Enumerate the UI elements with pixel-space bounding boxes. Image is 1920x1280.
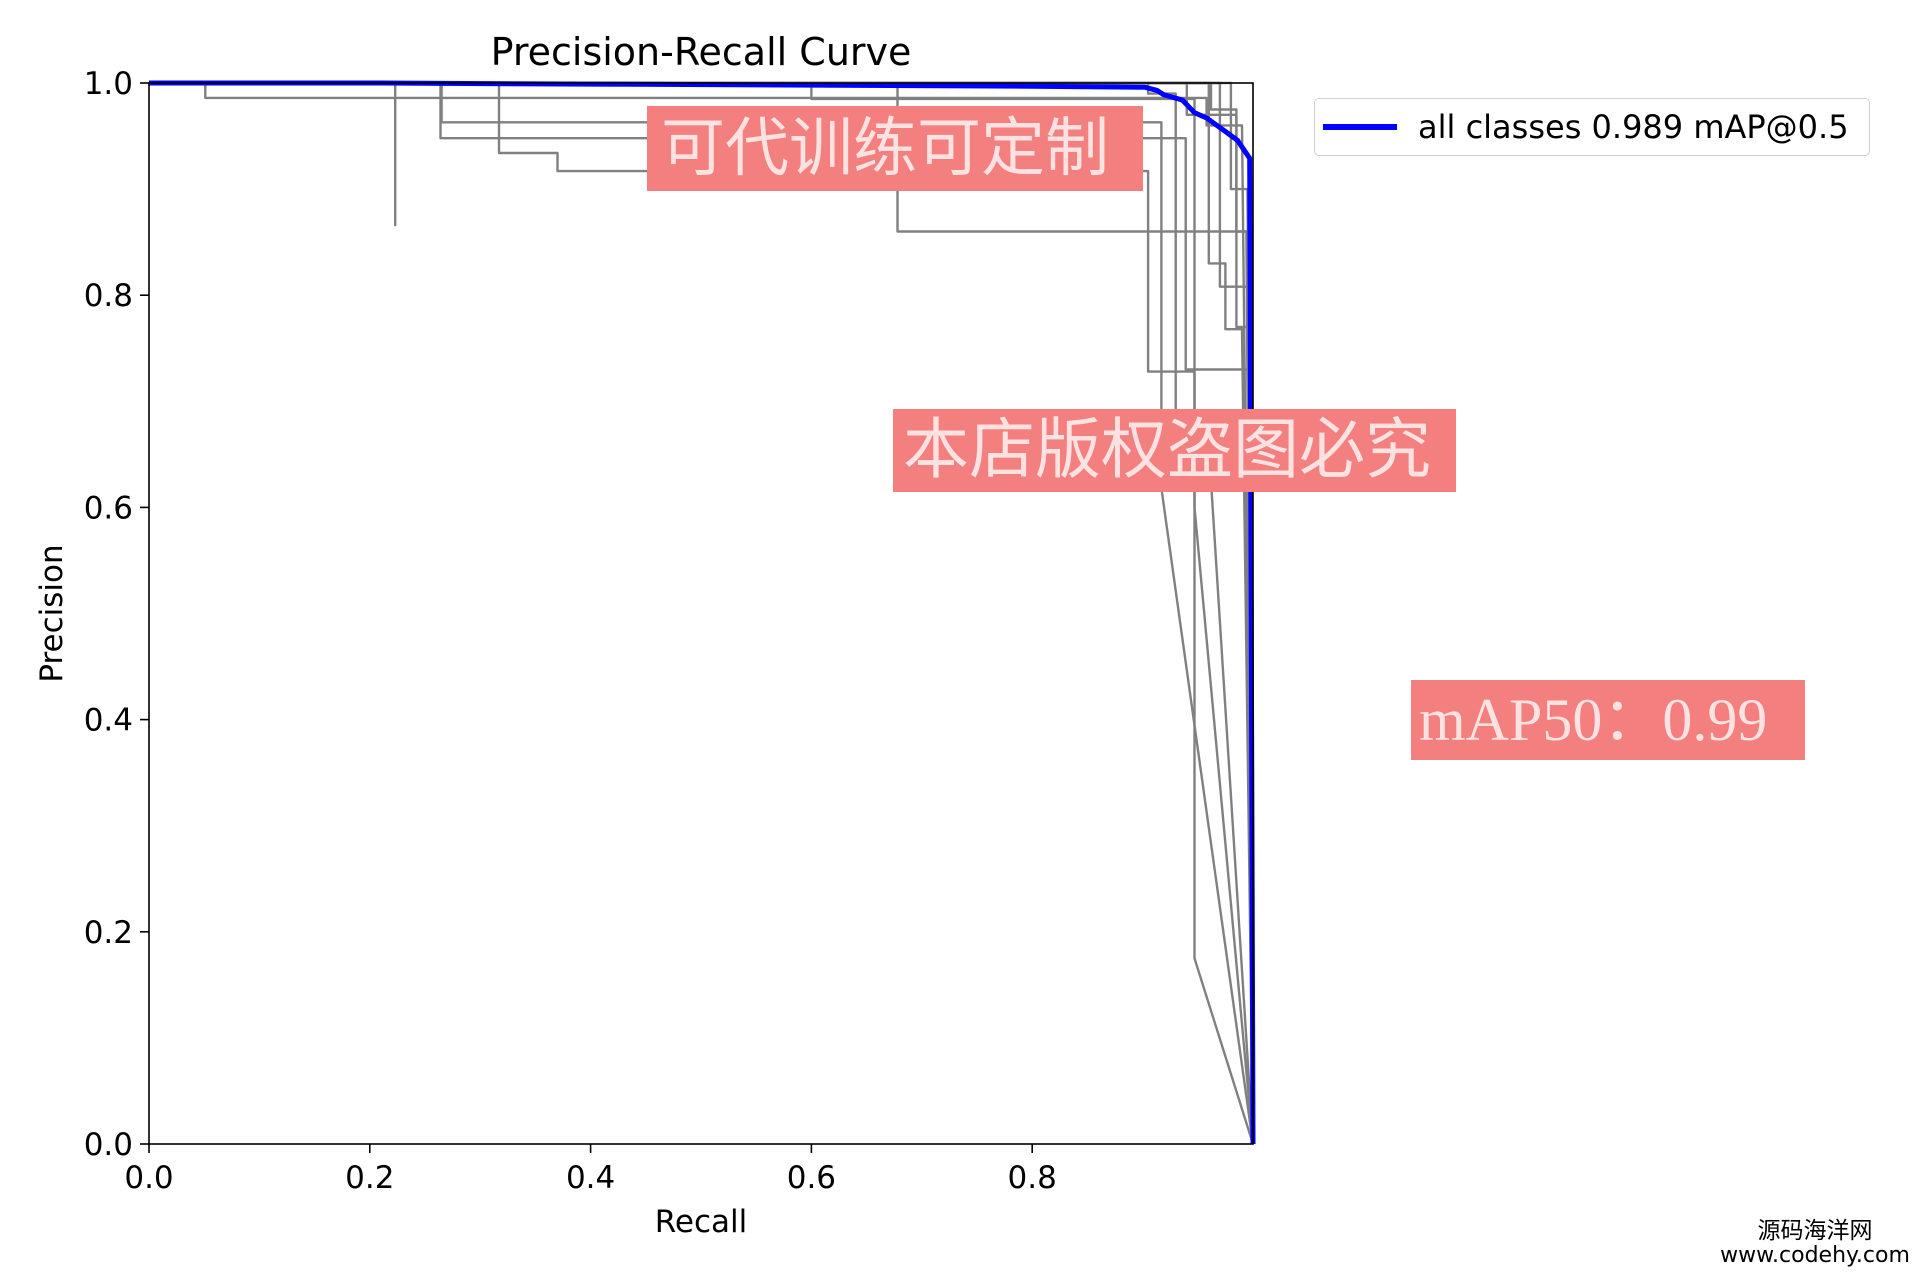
class-curve-line-1 <box>149 81 1255 1145</box>
site-name: 源码海洋网 <box>1757 1218 1873 1244</box>
tick-layer: 0.0 0.2 0.4 0.6 0.8 0.0 0.2 0.4 0.6 0.8 1.0 <box>84 66 1057 1196</box>
y-axis-label: Precision <box>34 544 70 682</box>
watermark-training-note: 可代训练可定制 <box>647 106 1143 191</box>
legend-swatch-all-classes <box>1323 124 1397 130</box>
watermark-copyright-note: 本店版权盗图必究 <box>893 409 1456 492</box>
site-url: www.codehy.com <box>1720 1243 1910 1268</box>
series-layer <box>149 80 1256 1145</box>
class-curve-line-8 <box>149 81 1255 1145</box>
class-curve-line-10 <box>149 81 1255 1145</box>
x-tick-label: 0.6 <box>787 1160 836 1196</box>
x-tick-label: 0.4 <box>566 1160 615 1196</box>
class-curve-line-2 <box>149 81 1255 1145</box>
y-tick-label: 0.6 <box>84 490 133 526</box>
axes-frame <box>148 82 1254 1145</box>
y-tick-label: 0.0 <box>84 1127 133 1163</box>
class-curve-line-7 <box>149 81 1255 1145</box>
legend-label-all-classes: all classes 0.989 mAP@0.5 <box>1418 108 1849 146</box>
class-curve-line-6 <box>149 81 1255 1145</box>
legend: all classes 0.989 mAP@0.5 <box>1314 98 1870 156</box>
class-curve-line-9 <box>149 81 1255 1145</box>
site-watermark: 源码海洋网 www.codehy.com <box>1712 1218 1918 1268</box>
y-tick-label: 1.0 <box>84 66 133 102</box>
class-curve-line-12 <box>149 81 1255 1145</box>
watermark-map50-note: mAP50：0.99 <box>1411 680 1805 760</box>
y-tick-label: 0.4 <box>84 703 133 739</box>
x-tick-label: 0.8 <box>1008 1160 1057 1196</box>
class-curve-line-5 <box>149 81 1255 1145</box>
x-tick-label: 0.2 <box>345 1160 394 1196</box>
y-tick-label: 0.2 <box>84 915 133 951</box>
x-tick-label: 0.0 <box>124 1160 173 1196</box>
class-curve-line-11 <box>149 81 1255 1145</box>
y-tick-label: 0.8 <box>84 278 133 314</box>
series-line-all-classes <box>149 80 1256 1145</box>
class-curve-line-3 <box>149 81 1255 1145</box>
x-axis-label: Recall <box>655 1204 748 1240</box>
chart-title: Precision-Recall Curve <box>491 30 912 74</box>
class-curve-line-4 <box>149 81 1255 1145</box>
